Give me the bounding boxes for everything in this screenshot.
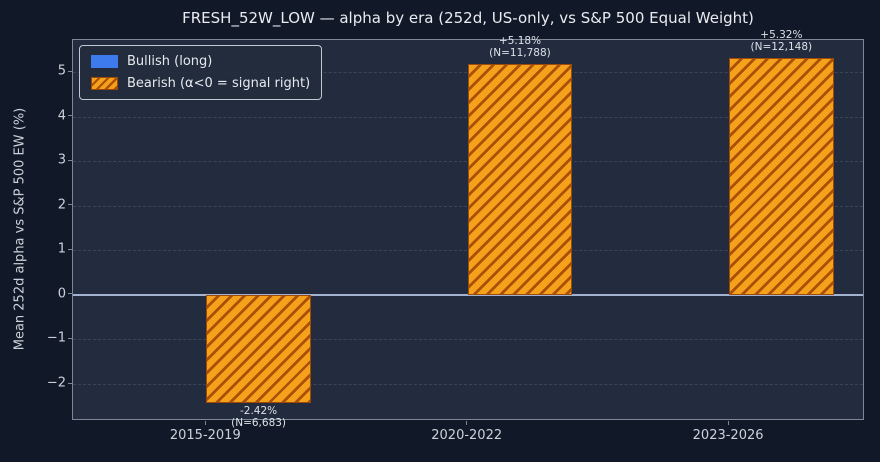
plot-area: Bullish (long) Bearish (α<0 = signal rig… [72,29,864,429]
bar-annotation-2015-2019: -2.42% (N=6,683) [231,404,287,429]
x-tick-mark [466,421,468,425]
y-tick-label: 0 [57,286,66,302]
x-tick-label: 2023-2026 [692,428,764,443]
x-tick-label: 2020-2022 [431,428,503,443]
y-tick-label: 1 [57,241,66,257]
y-tick-label: −1 [46,330,66,346]
chart-title: FRESH_52W_LOW — alpha by era (252d, US-o… [182,9,754,27]
bar-annotation-2020-2022: +5.18% (N=11,788) [489,34,551,60]
y-tick-mark [68,70,72,72]
y-tick-mark [68,159,72,161]
legend: Bullish (long) Bearish (α<0 = signal rig… [79,45,323,100]
y-tick-label: 2 [57,197,66,213]
legend-item-bearish: Bearish (α<0 = signal right) [91,76,310,91]
y-tick-label: 3 [57,152,66,168]
legend-label-bullish: Bullish (long) [127,54,213,69]
bar-2020-2022 [467,64,573,295]
x-tick-label: 2015-2019 [169,428,241,443]
y-tick-mark [68,115,72,117]
x-tick-mark [204,421,206,425]
y-tick-mark [68,248,72,250]
bar-annotation-2023-2026: +5.32% (N=12,148) [750,28,813,53]
y-tick-mark [68,382,72,384]
legend-item-bullish: Bullish (long) [91,54,310,69]
bullish-swatch-icon [91,55,118,68]
y-gridline [73,384,863,385]
y-tick-mark [68,204,72,206]
y-tick-label: −2 [46,375,66,391]
x-tick-mark [727,421,729,425]
zero-line [73,294,863,296]
y-tick-label: 4 [57,108,66,124]
y-tick-mark [68,337,72,339]
y-tick-mark [68,293,72,295]
y-tick-label: 5 [57,63,66,79]
bar-2023-2026 [729,57,834,295]
y-gridline [73,339,863,341]
bearish-swatch-icon [91,77,118,90]
y-axis-label: Mean 252d alpha vs S&P 500 EW (%) [12,107,28,351]
legend-label-bearish: Bearish (α<0 = signal right) [127,76,311,91]
bar-2015-2019 [206,294,311,403]
